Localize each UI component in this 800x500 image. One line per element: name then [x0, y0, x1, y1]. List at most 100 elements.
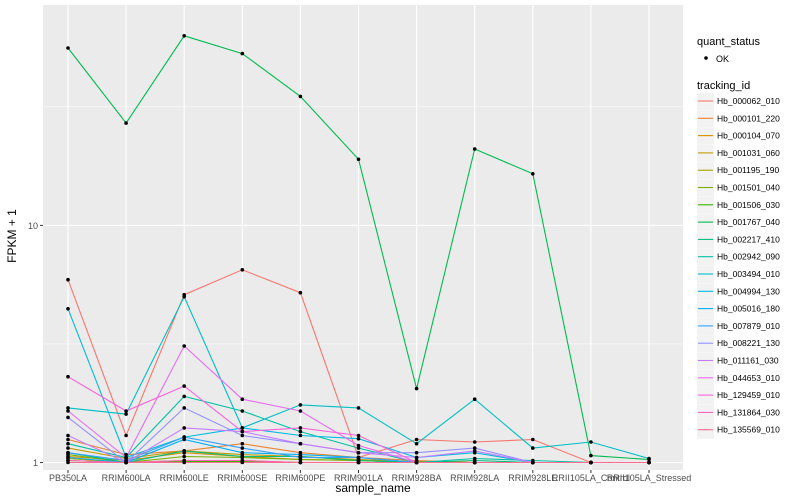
data-point	[66, 433, 70, 438]
data-point	[298, 441, 303, 446]
data-point	[298, 290, 303, 295]
x-tick-label: RRIM600LE	[160, 473, 209, 483]
legend-label: Hb_005016_180	[717, 304, 780, 314]
series-layer	[66, 34, 651, 465]
data-point	[356, 436, 361, 441]
legend-label: Hb_001501_040	[717, 183, 780, 193]
legend-label: Hb_000104_070	[717, 131, 780, 141]
data-point	[356, 157, 361, 162]
data-point	[589, 453, 593, 458]
x-tick-label: PB350LA	[49, 473, 87, 483]
data-point	[298, 433, 303, 438]
data-point	[472, 446, 477, 450]
x-axis-label: sample_name	[335, 481, 411, 495]
data-point	[414, 437, 419, 442]
data-point	[356, 450, 361, 455]
legend-label: Hb_004994_130	[717, 286, 780, 296]
legend-label: Hb_003494_010	[717, 269, 780, 279]
data-point	[298, 429, 303, 434]
data-point	[531, 437, 535, 442]
y-axis-label: FPKM + 1	[5, 209, 19, 263]
legend-label: Hb_000101_220	[717, 113, 780, 123]
data-point	[182, 34, 186, 38]
data-point	[182, 454, 186, 459]
legend-quant-status-title: quant_status	[697, 36, 760, 48]
data-point	[124, 433, 128, 438]
data-point	[66, 409, 70, 413]
data-point	[356, 433, 361, 438]
axes: 1 10 PB350LA RRIM600LA RRIM600LE RRIM600SE RRI…	[28, 221, 691, 483]
data-point	[182, 295, 186, 299]
data-point	[298, 409, 303, 413]
panel-background	[43, 5, 683, 470]
data-point	[182, 460, 186, 465]
data-point	[472, 460, 477, 465]
data-point	[66, 441, 70, 446]
data-point	[240, 429, 245, 434]
data-point	[240, 409, 245, 413]
legend-label: Hb_135569_010	[717, 425, 780, 435]
legend-label: Hb_044653_010	[717, 373, 780, 383]
y-tick-label: 1	[33, 458, 38, 468]
data-point	[240, 460, 245, 465]
data-point	[356, 443, 361, 448]
legend-tracking-id-title: tracking_id	[697, 80, 750, 92]
data-point	[414, 441, 419, 446]
data-point	[356, 406, 361, 410]
data-point	[356, 446, 361, 450]
data-point	[182, 344, 186, 348]
data-point	[240, 441, 245, 446]
data-point	[414, 455, 419, 460]
data-point	[589, 440, 593, 444]
data-point	[66, 374, 70, 379]
data-point	[66, 46, 70, 50]
data-point	[124, 409, 128, 413]
data-point	[66, 415, 70, 420]
plot-panel	[43, 5, 683, 470]
data-point	[472, 456, 477, 461]
data-point	[298, 460, 303, 465]
data-point	[298, 452, 303, 457]
legend-label: Hb_001506_030	[717, 200, 780, 210]
data-point	[182, 394, 186, 399]
data-point	[66, 450, 70, 455]
data-point	[182, 384, 186, 388]
data-point	[298, 455, 303, 460]
data-point	[647, 456, 651, 461]
data-point	[66, 277, 70, 282]
data-point	[66, 446, 70, 450]
data-point	[240, 433, 245, 438]
legend-label: Hb_011161_030	[717, 356, 779, 366]
data-point	[472, 449, 477, 453]
data-point	[182, 449, 186, 453]
data-point	[182, 406, 186, 410]
data-point	[240, 397, 245, 402]
legend-ok-label: OK	[716, 54, 729, 64]
data-point	[298, 94, 303, 99]
data-point	[589, 460, 593, 465]
legend-label: Hb_000062_010	[717, 96, 780, 106]
legend: quant_status OK tracking_id Hb_000062_01…	[697, 36, 780, 439]
data-point	[472, 440, 477, 444]
legend-label: Hb_008221_130	[717, 338, 780, 348]
x-tick-label: RRIM600LA	[102, 473, 151, 483]
data-point	[356, 455, 361, 460]
data-point	[240, 454, 245, 459]
data-point	[240, 446, 245, 450]
data-point	[66, 437, 70, 442]
legend-label: Hb_001767_040	[717, 217, 780, 227]
x-tick-label: RRIM901LA	[334, 473, 383, 483]
legend-label: Hb_131864_030	[717, 407, 780, 417]
data-point	[298, 403, 303, 407]
data-point	[240, 51, 245, 56]
data-point	[182, 435, 186, 439]
data-point	[240, 426, 245, 430]
data-point	[414, 386, 419, 391]
x-tick-label: RRIM928LE	[508, 473, 557, 483]
data-point	[531, 460, 535, 465]
data-point	[414, 460, 419, 465]
legend-label: Hb_002942_090	[717, 252, 780, 262]
data-point	[647, 460, 651, 465]
x-tick-label: RRIM600SE	[217, 473, 267, 483]
